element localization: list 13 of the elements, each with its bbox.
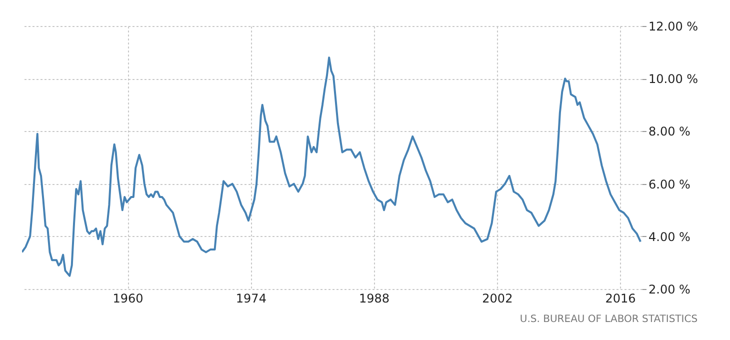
y-tick-label: 6.00 % xyxy=(648,177,690,192)
x-tick-label: 2002 xyxy=(482,292,513,306)
x-tick-label: 2016 xyxy=(605,292,636,306)
x-tick-label: 1988 xyxy=(359,292,390,306)
y-tick-label: 2.00 % xyxy=(648,282,690,296)
line-series xyxy=(22,56,642,277)
y-tick-label: 8.00 % xyxy=(648,124,690,139)
y-tick-label: 4.00 % xyxy=(648,230,690,244)
x-tick-label: 1974 xyxy=(236,292,266,306)
text: U.S. BUREAU OF LABOR STATISTICS xyxy=(520,314,698,325)
x-tick-label: 1960 xyxy=(112,292,144,306)
y-tick-label: 12.00 % xyxy=(648,20,698,34)
y-tick-label: 10.00 % xyxy=(648,72,698,86)
